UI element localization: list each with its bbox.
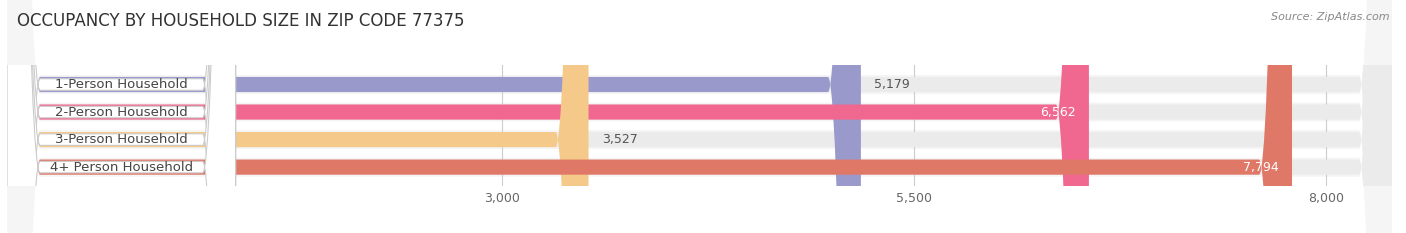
FancyBboxPatch shape — [7, 0, 236, 233]
FancyBboxPatch shape — [7, 0, 1392, 233]
Text: 7,794: 7,794 — [1243, 161, 1279, 174]
FancyBboxPatch shape — [7, 0, 1392, 233]
FancyBboxPatch shape — [7, 0, 236, 233]
Text: 5,179: 5,179 — [875, 78, 910, 91]
FancyBboxPatch shape — [7, 0, 1392, 233]
FancyBboxPatch shape — [7, 0, 1392, 233]
Text: 1-Person Household: 1-Person Household — [55, 78, 187, 91]
FancyBboxPatch shape — [7, 0, 1392, 233]
Text: Source: ZipAtlas.com: Source: ZipAtlas.com — [1271, 12, 1389, 22]
Text: 6,562: 6,562 — [1040, 106, 1076, 119]
FancyBboxPatch shape — [7, 0, 1392, 233]
Text: 3,527: 3,527 — [602, 133, 637, 146]
FancyBboxPatch shape — [7, 0, 860, 233]
FancyBboxPatch shape — [7, 0, 1292, 233]
FancyBboxPatch shape — [7, 0, 589, 233]
Text: OCCUPANCY BY HOUSEHOLD SIZE IN ZIP CODE 77375: OCCUPANCY BY HOUSEHOLD SIZE IN ZIP CODE … — [17, 12, 464, 30]
Text: 4+ Person Household: 4+ Person Household — [49, 161, 193, 174]
FancyBboxPatch shape — [7, 0, 1392, 233]
FancyBboxPatch shape — [7, 0, 1392, 233]
FancyBboxPatch shape — [7, 0, 236, 233]
FancyBboxPatch shape — [7, 0, 236, 233]
FancyBboxPatch shape — [7, 0, 1088, 233]
Text: 3-Person Household: 3-Person Household — [55, 133, 187, 146]
Text: 2-Person Household: 2-Person Household — [55, 106, 187, 119]
